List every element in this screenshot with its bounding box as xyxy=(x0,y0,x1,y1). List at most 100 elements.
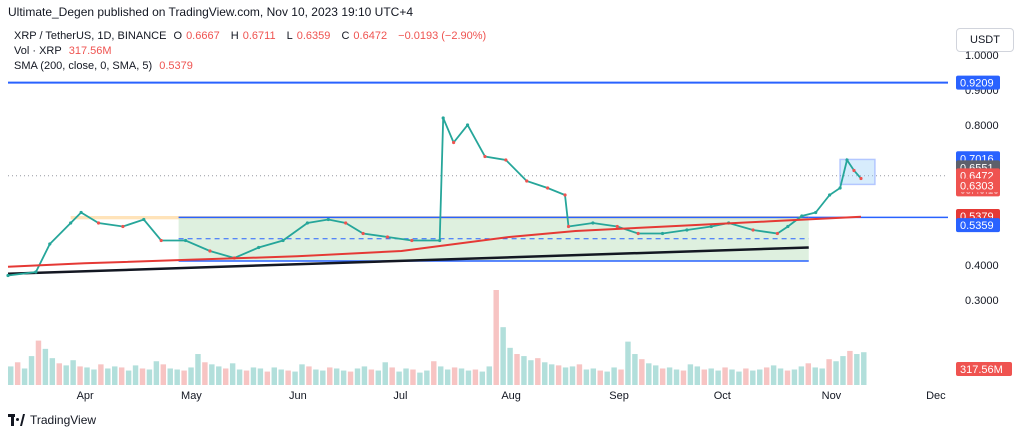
volume-bar xyxy=(458,368,465,385)
price-point xyxy=(361,231,365,236)
price-point xyxy=(159,238,163,243)
price-point xyxy=(96,221,101,225)
volume-bar xyxy=(181,370,187,385)
price-point xyxy=(281,238,285,243)
volume-bar xyxy=(278,369,284,385)
volume-bar xyxy=(361,366,368,385)
volume-bar xyxy=(56,363,62,385)
tradingview-icon xyxy=(8,414,26,426)
volume-bar xyxy=(826,359,832,385)
volume-bar xyxy=(389,367,395,385)
volume-bar xyxy=(666,367,673,385)
price-tag-text: 0.6303 xyxy=(960,181,994,193)
volume-bar xyxy=(188,367,194,385)
x-tick-label: May xyxy=(181,390,202,402)
price-point xyxy=(859,176,863,181)
price-point xyxy=(660,231,665,236)
volume-legend: Vol · XRP 317.56M xyxy=(14,45,116,57)
high-key: H xyxy=(230,30,239,42)
price-axis: 1.00000.90000.80000.40000.30000.92090.70… xyxy=(956,50,1012,376)
volume-bar xyxy=(486,366,492,385)
volume-bar xyxy=(271,367,277,385)
volume-bar xyxy=(805,363,812,385)
volume-bar xyxy=(639,359,645,385)
volume-tag xyxy=(956,362,1012,376)
price-point xyxy=(34,270,38,274)
price-point xyxy=(636,231,640,236)
volume-bar xyxy=(146,369,153,385)
volume-bar xyxy=(139,368,146,385)
volume-bar xyxy=(195,354,201,385)
volume-bar xyxy=(757,369,763,385)
price-point xyxy=(546,186,550,190)
price-tag-text: 0.9209 xyxy=(960,78,994,90)
volume-bar xyxy=(396,371,402,385)
volume-bar xyxy=(840,356,846,385)
x-tick-label: Jun xyxy=(289,390,307,402)
volume-label[interactable]: Vol · XRP xyxy=(14,45,62,57)
volume-bar xyxy=(465,370,472,385)
volume-bar xyxy=(347,371,354,385)
time-axis: Apr May Jun Jul Aug Sep Oct Nov Dec xyxy=(77,390,947,402)
tradingview-logo[interactable]: TradingView xyxy=(8,413,96,427)
x-tick-label: Jul xyxy=(393,390,407,402)
change-value: −0.0193 (−2.90%) xyxy=(398,30,487,42)
volume-bar xyxy=(687,364,694,385)
volume-bar xyxy=(375,370,382,385)
volume-bar xyxy=(680,370,687,385)
volume-bar xyxy=(542,362,548,385)
price-tag-text: 0.5359 xyxy=(960,220,994,232)
volume-bar xyxy=(736,371,742,385)
volume-bar xyxy=(243,370,250,385)
price-point xyxy=(208,249,212,253)
volume-bar xyxy=(632,354,638,385)
y-tick-label: 0.3000 xyxy=(965,295,999,307)
price-point xyxy=(6,273,10,278)
price-point xyxy=(344,221,348,225)
close-value: 0.6472 xyxy=(353,30,388,42)
symbol-label[interactable]: XRP / TetherUS, 1D, BINANCE xyxy=(14,30,167,42)
price-point xyxy=(183,238,188,243)
volume-bar xyxy=(451,367,458,385)
volume-bar xyxy=(118,367,125,385)
volume-bar xyxy=(854,354,860,385)
price-point xyxy=(305,221,310,225)
y-tick-label: 1.0000 xyxy=(965,50,999,62)
volume-bar xyxy=(223,368,229,385)
open-key: O xyxy=(173,30,183,42)
volume-bar xyxy=(333,368,340,385)
low-key: L xyxy=(286,30,293,42)
volume-tag-text: 317.56M xyxy=(960,364,1003,376)
volume-bar xyxy=(202,362,208,385)
volume-bar xyxy=(590,368,597,385)
price-point xyxy=(751,228,755,232)
currency-button[interactable]: USDT xyxy=(956,28,1014,52)
volume-bar xyxy=(98,364,104,385)
open-value: 0.6667 xyxy=(186,30,220,42)
price-point xyxy=(452,140,456,145)
x-tick-label: Apr xyxy=(77,390,94,402)
volume-bar xyxy=(35,340,42,385)
volume-bar xyxy=(583,369,590,385)
volume-bar xyxy=(763,367,770,385)
volume-bar xyxy=(576,364,583,385)
volume-bar xyxy=(472,369,479,385)
volume-bar xyxy=(743,368,749,385)
volume-bar xyxy=(167,368,173,385)
volume-bar xyxy=(770,365,777,385)
volume-bar xyxy=(625,341,631,385)
sma-label[interactable]: SMA (200, close, 0, SMA, 5) xyxy=(14,60,153,72)
price-tag-0.6303 xyxy=(956,178,1000,193)
volume-bar xyxy=(105,368,111,385)
volume-bar xyxy=(257,368,264,385)
price-point xyxy=(465,123,470,127)
volume-bar xyxy=(63,365,69,385)
volume-bar xyxy=(784,370,791,385)
volume-bar xyxy=(174,369,180,385)
price-point xyxy=(79,210,83,215)
volume-bar xyxy=(417,372,423,385)
volume-bar xyxy=(618,369,624,385)
y-tick-label: 0.8000 xyxy=(965,120,999,132)
